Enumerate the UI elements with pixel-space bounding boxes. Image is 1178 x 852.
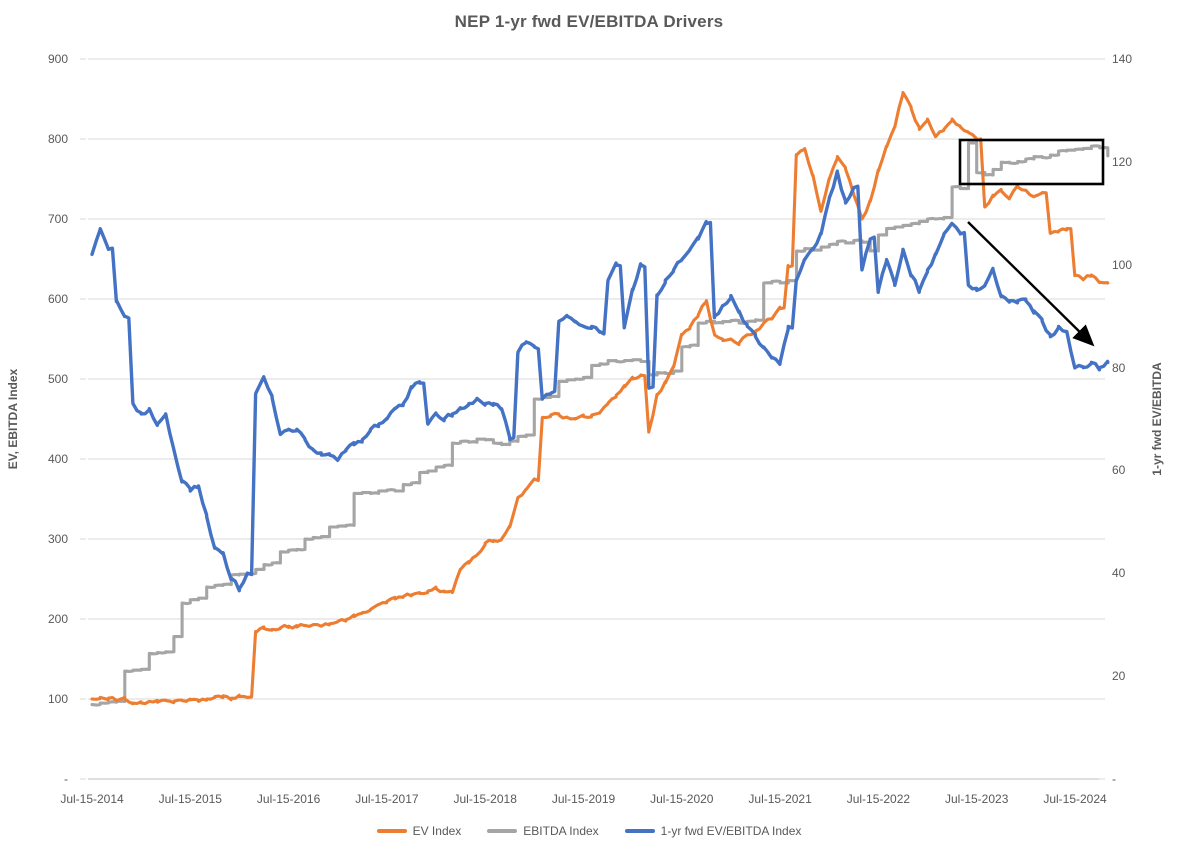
x-axis-tick-label: Jul-15-2015 [158, 792, 222, 806]
x-axis-tick-label: Jul-15-2022 [846, 792, 911, 806]
y-left-tick-label: - [64, 772, 68, 786]
trend-arrow [967, 221, 1095, 347]
y-left-tick-label: 700 [47, 212, 68, 226]
y-left-tick-label: 400 [47, 452, 68, 466]
y-left-tick-label: 200 [47, 612, 68, 626]
y-right-tick-label: 20 [1112, 669, 1126, 684]
legend-swatch-ev-index [376, 829, 407, 833]
x-axis-tick-label: Jul-15-2019 [551, 792, 616, 806]
legend-item: 1-yr fwd EV/EBITDA Index [624, 824, 802, 838]
chart-title: NEP 1-yr fwd EV/EBITDA Drivers [454, 12, 724, 31]
y-left-tick-label: 500 [47, 372, 68, 386]
x-axis-tick-label: Jul-15-2023 [945, 792, 1009, 806]
y-left-tick-label: 300 [47, 532, 68, 546]
legend: EV Index EBITDA Index 1-yr fwd EV/EBITDA I… [0, 824, 1178, 838]
legend-item: EV Index [376, 824, 462, 838]
y-right-tick-label: 60 [1112, 463, 1126, 478]
y-right-tick-label: 120 [1112, 154, 1133, 169]
y-left-tick-label: 900 [47, 52, 68, 66]
y-right-tick-label: 40 [1112, 566, 1126, 581]
highlight-box [958, 138, 1105, 186]
ev-index-line [90, 91, 1110, 706]
x-axis-tick-label: Jul-15-2020 [650, 792, 714, 806]
legend-item: EBITDA Index [487, 824, 599, 838]
x-axis-tick-label: Jul-15-2014 [60, 792, 124, 806]
x-axis-tick-label: Jul-15-2017 [355, 792, 419, 806]
legend-swatch-fwd-ev-ebitda [624, 829, 655, 833]
y-right-tick-label: 100 [1112, 257, 1133, 272]
legend-label: EV Index [412, 824, 462, 838]
x-axis-tick-label: Jul-15-2018 [453, 792, 517, 806]
y-left-tick-label: 800 [47, 132, 68, 146]
y-right-tick-label: 80 [1112, 360, 1126, 375]
y-right-tick-label: - [1112, 772, 1116, 786]
ebitda-index-line [90, 141, 1110, 707]
x-axis-tick-label: Jul-15-2024 [1043, 792, 1107, 806]
legend-label: 1-yr fwd EV/EBITDA Index [660, 824, 802, 838]
fwd-ev-ebitda-line [90, 169, 1110, 593]
legend-swatch-ebitda-index [487, 829, 518, 833]
legend-label: EBITDA Index [523, 824, 599, 838]
y-left-tick-label: 100 [47, 692, 68, 706]
x-axis-tick-label: Jul-15-2021 [748, 792, 812, 806]
y-left-tick-label: 600 [47, 292, 68, 306]
x-axis-tick-label: Jul-15-2016 [256, 792, 321, 806]
y-right-tick-label: 140 [1112, 52, 1133, 66]
